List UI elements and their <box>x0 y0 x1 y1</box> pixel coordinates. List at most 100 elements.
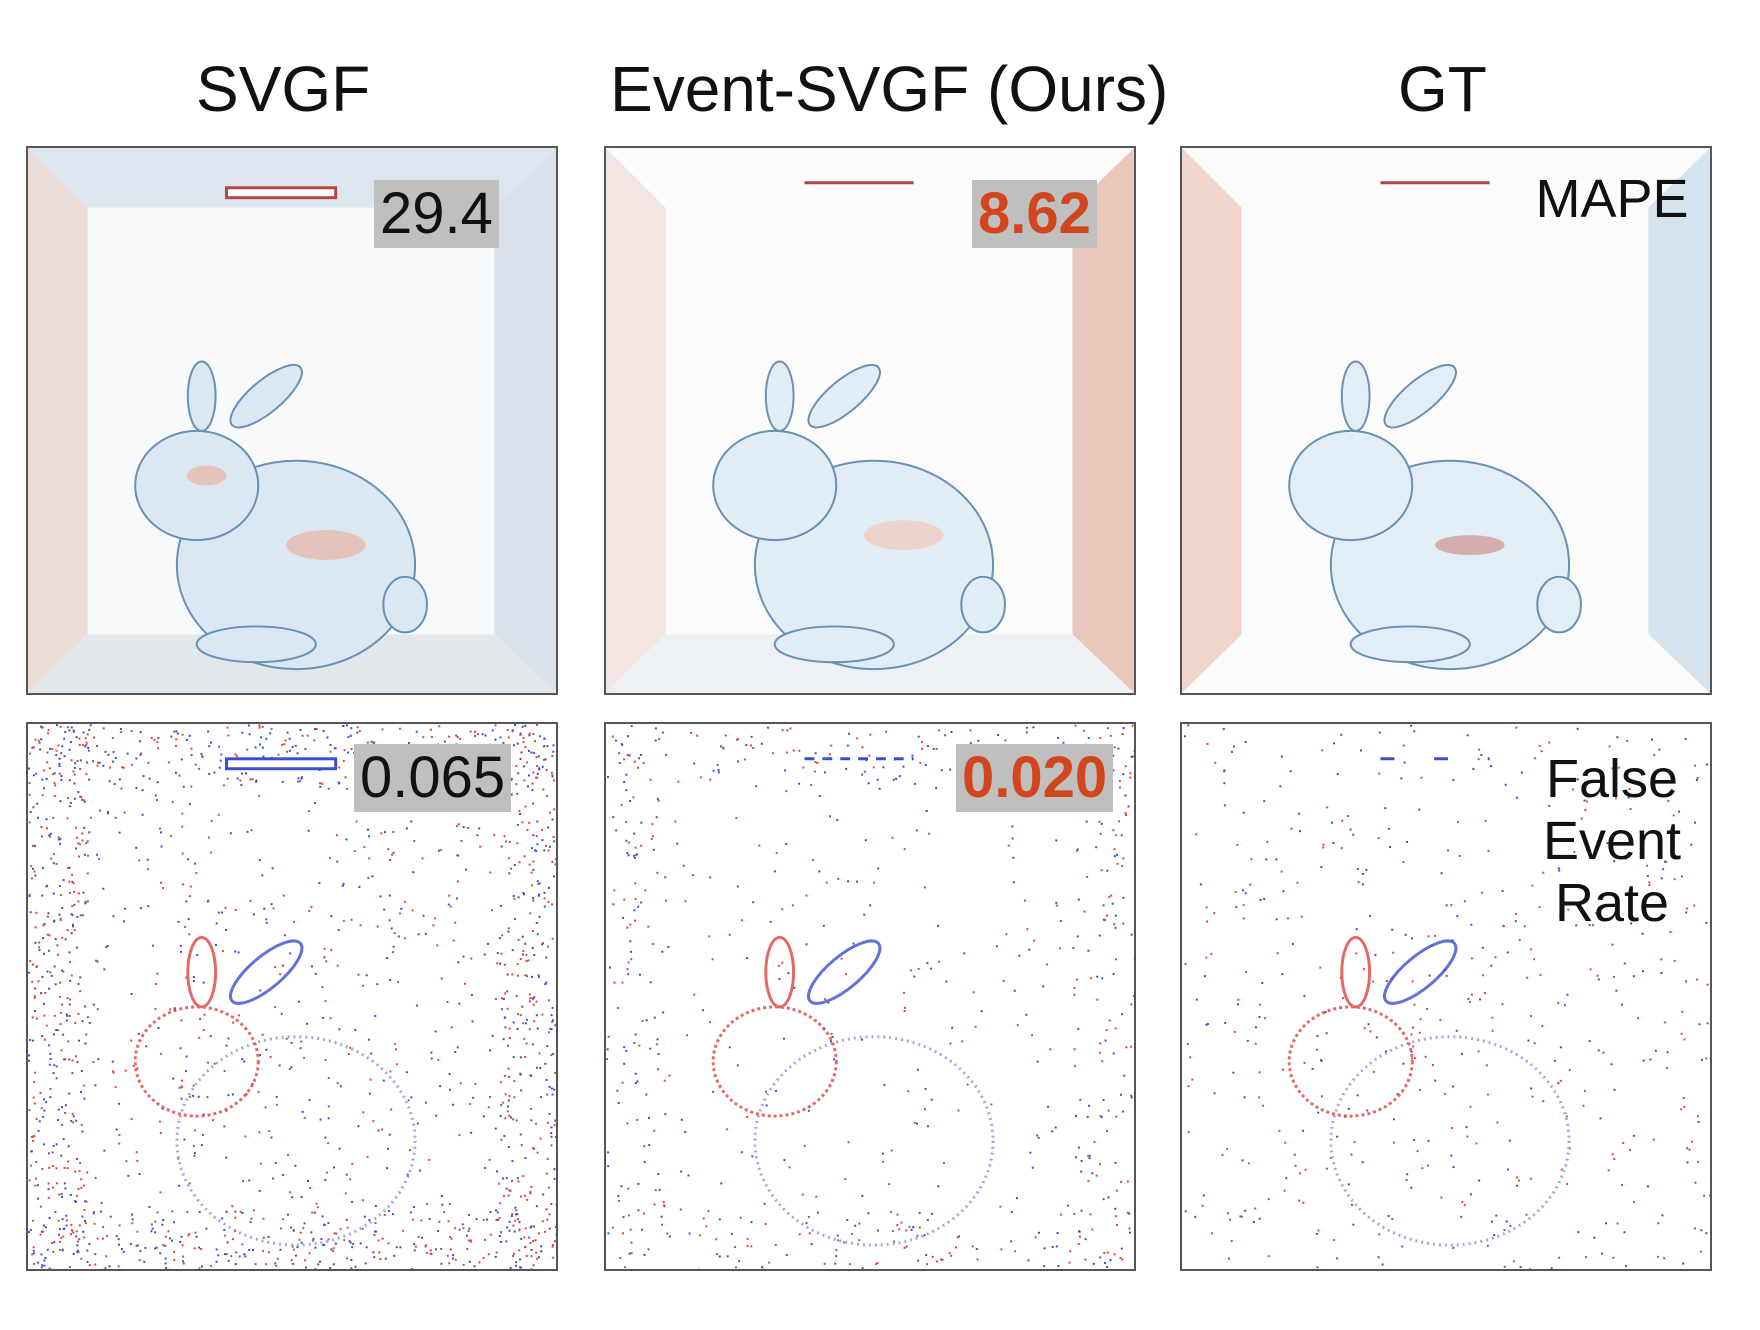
event-dot <box>654 727 657 730</box>
event-dot <box>551 774 554 777</box>
event-dot <box>688 1232 691 1235</box>
event-dot <box>1214 761 1217 764</box>
event-dot <box>156 741 159 744</box>
event-dot <box>522 736 525 739</box>
event-dot <box>1051 1130 1054 1133</box>
event-dot <box>58 765 61 768</box>
event-dot <box>82 744 85 747</box>
event-dot <box>1538 906 1541 909</box>
event-dot <box>254 746 257 749</box>
event-dot <box>214 943 217 946</box>
event-dot <box>508 1220 511 1223</box>
event-dot <box>1084 1238 1087 1241</box>
event-dot <box>142 775 145 778</box>
event-dot <box>524 805 527 808</box>
event-dot <box>535 1014 538 1017</box>
event-dot <box>484 1167 487 1169</box>
event-dot <box>159 1052 162 1055</box>
event-dot <box>68 1003 71 1006</box>
event-dot <box>251 1082 254 1085</box>
event-dot <box>412 1206 415 1208</box>
event-dot <box>629 799 632 802</box>
event-dot <box>1657 1222 1660 1225</box>
event-dot <box>40 1230 43 1233</box>
event-dot <box>1565 1115 1568 1118</box>
event-dot <box>60 1195 63 1198</box>
event-dot <box>1109 734 1112 737</box>
event-dot <box>1098 934 1101 937</box>
event-dot <box>1130 1096 1133 1099</box>
event-dot <box>530 1268 533 1269</box>
event-dot <box>265 1048 268 1051</box>
event-dot <box>1036 1134 1039 1137</box>
event-dot <box>354 1028 357 1031</box>
event-dot <box>1697 1160 1700 1163</box>
event-dot <box>249 778 252 781</box>
event-dot <box>1456 915 1459 918</box>
event-dot <box>636 1080 639 1083</box>
event-dot <box>47 732 50 735</box>
event-dot <box>429 728 432 731</box>
event-dot <box>269 1055 272 1058</box>
event-dot <box>932 747 935 750</box>
event-dot <box>1072 946 1075 949</box>
event-dot <box>657 1068 660 1071</box>
event-dot <box>916 1068 919 1071</box>
event-dot <box>37 739 40 742</box>
event-dot <box>33 1009 36 1012</box>
event-dot <box>241 1212 244 1215</box>
event-dot <box>64 1112 67 1115</box>
event-dot <box>525 1042 528 1045</box>
event-dot <box>105 1234 108 1237</box>
event-dot <box>259 989 262 992</box>
event-dot <box>1566 993 1569 996</box>
event-dot <box>893 1240 896 1243</box>
event-dot <box>546 945 549 948</box>
event-dot <box>74 1021 77 1024</box>
event-dot <box>1059 919 1062 922</box>
event-dot <box>1391 928 1394 931</box>
event-dot <box>500 952 503 955</box>
event-dot <box>680 1170 683 1173</box>
event-dot <box>79 976 82 979</box>
event-dot <box>374 1221 377 1224</box>
event-dot <box>1623 1231 1626 1234</box>
event-dot <box>1542 1100 1545 1103</box>
event-dot <box>180 758 183 761</box>
event-dot <box>47 1188 50 1191</box>
event-dot <box>668 1235 671 1238</box>
event-dot <box>813 770 816 773</box>
event-dot <box>243 1253 246 1256</box>
event-dot <box>188 734 191 737</box>
event-dot <box>57 1108 60 1111</box>
event-dot <box>301 1110 304 1113</box>
event-dot <box>274 1161 277 1164</box>
event-dot <box>58 995 61 998</box>
event-dot <box>1332 841 1335 844</box>
event-dot <box>454 1258 457 1261</box>
event-dot <box>1100 1116 1103 1119</box>
event-dot <box>935 787 938 790</box>
event-dot <box>83 1236 86 1239</box>
event-dot <box>1561 916 1564 919</box>
event-dot <box>46 970 49 973</box>
event-dot <box>898 775 901 778</box>
event-dot <box>425 1252 428 1255</box>
event-dot <box>536 880 539 883</box>
event-dot <box>1461 1200 1464 1203</box>
event-dot <box>1356 1094 1359 1097</box>
event-dot <box>97 1058 100 1061</box>
event-dot <box>488 1158 491 1161</box>
event-dot <box>190 747 193 750</box>
event-dot <box>85 1200 88 1203</box>
event-dot <box>206 1061 209 1064</box>
event-dot <box>455 734 458 737</box>
event-dot <box>118 1142 121 1145</box>
event-dot <box>1213 1092 1216 1095</box>
event-dot <box>735 1266 738 1269</box>
event-dot <box>521 725 524 728</box>
event-dot <box>192 980 195 983</box>
event-dot <box>869 904 872 907</box>
event-dot <box>179 1241 182 1244</box>
event-dot <box>896 1224 899 1227</box>
